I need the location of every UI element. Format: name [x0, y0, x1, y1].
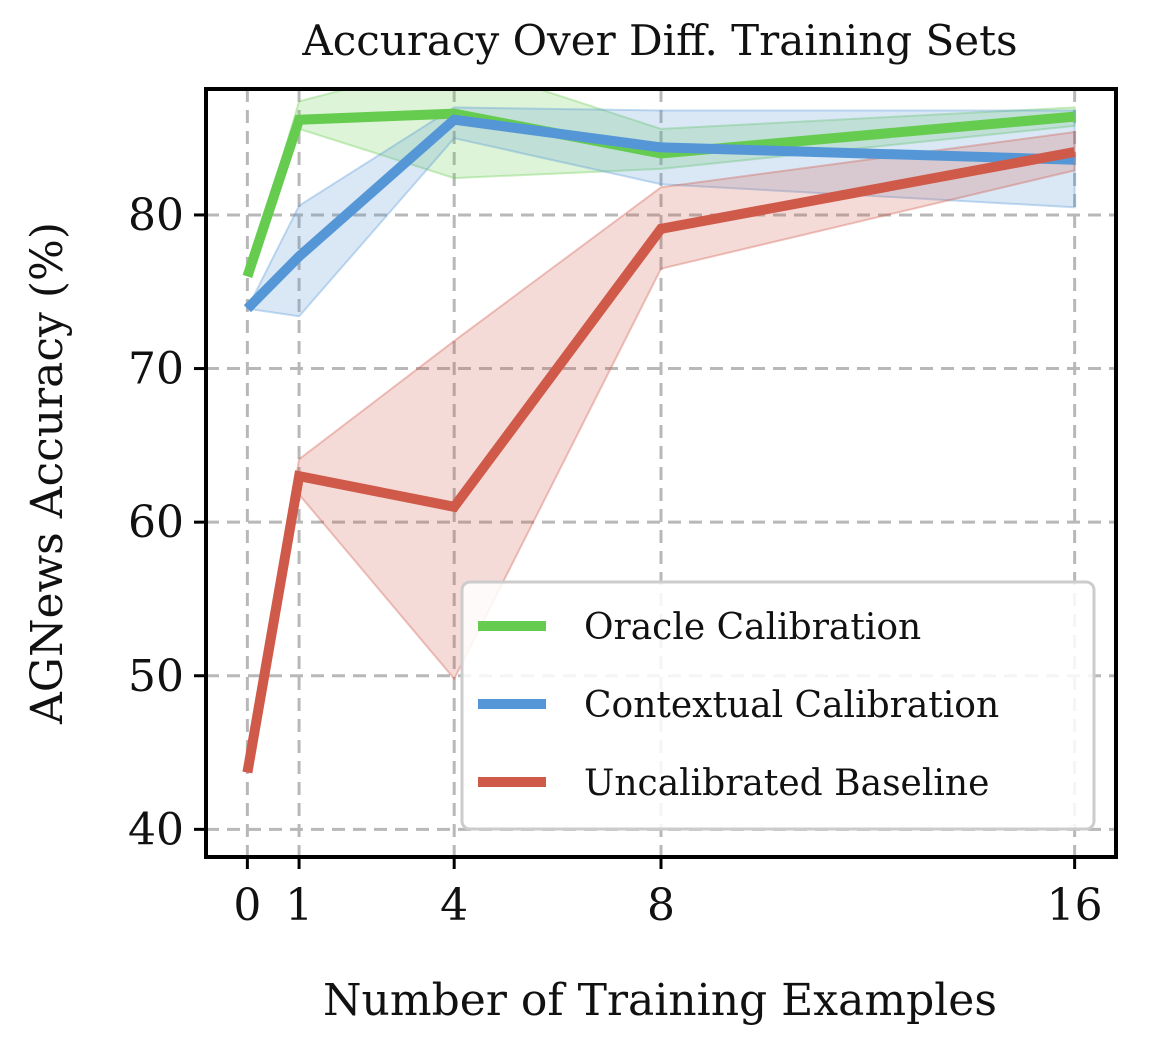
y-tick-label: 60: [128, 497, 184, 548]
legend-label: Uncalibrated Baseline: [584, 763, 989, 804]
y-tick-label: 80: [128, 190, 184, 241]
x-axis-label: Number of Training Examples: [323, 975, 997, 1026]
chart-title: Accuracy Over Diff. Training Sets: [301, 16, 1017, 65]
y-tick-label: 40: [128, 804, 184, 855]
y-axis-label: AGNews Accuracy (%): [22, 222, 73, 725]
legend-label: Contextual Calibration: [584, 685, 999, 726]
y-tick-label: 70: [128, 344, 184, 395]
x-tick-label: 1: [285, 880, 313, 931]
x-tick-label: 0: [233, 880, 261, 931]
x-tick-label: 16: [1047, 880, 1103, 931]
y-tick-label: 50: [128, 651, 184, 702]
legend: Oracle Calibration Contextual Calibration…: [462, 582, 1094, 829]
x-tick-label: 4: [440, 880, 468, 931]
x-tick-label: 8: [647, 880, 675, 931]
legend-label: Oracle Calibration: [584, 607, 921, 648]
